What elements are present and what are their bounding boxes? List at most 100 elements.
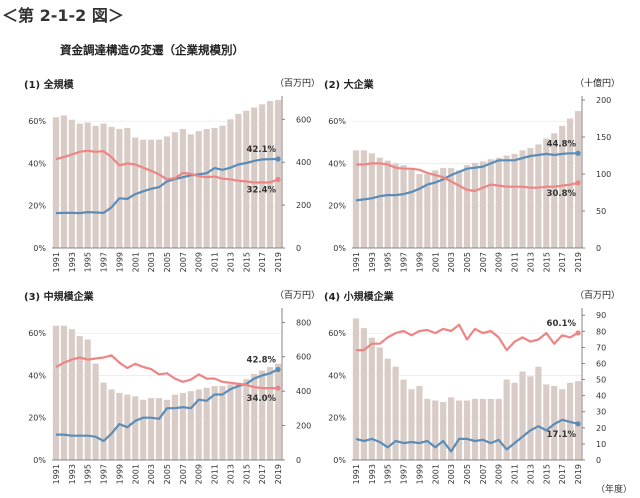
bar <box>132 396 139 460</box>
bar <box>84 122 91 248</box>
x-axis-tick-label: 2003 <box>147 252 156 272</box>
x-axis-tick-label: 2001 <box>131 252 140 272</box>
bar <box>92 125 99 248</box>
bar <box>511 154 518 248</box>
bar <box>471 398 479 460</box>
bar <box>227 119 234 248</box>
right-axis-tick-label: 100 <box>596 170 611 179</box>
bar <box>60 325 67 460</box>
x-axis-tick-label: 2013 <box>526 464 535 484</box>
left-axis-tick-label: 60% <box>328 117 346 126</box>
end-value-label: 42.1% <box>247 145 277 155</box>
bar <box>487 398 494 460</box>
bar <box>227 384 234 460</box>
bar <box>100 382 107 460</box>
x-axis-tick-label: 1997 <box>400 464 409 484</box>
bar <box>179 128 186 248</box>
bar <box>535 366 542 460</box>
right-axis-tick-label: 50 <box>596 207 606 216</box>
chart-svg: 0% 20% 40% 60% 0 50 100 150 200 1991 1993 1995 1997 1… <box>328 96 611 272</box>
bar <box>179 392 186 460</box>
bar <box>243 379 250 460</box>
bar <box>68 119 75 248</box>
x-axis-tick-label: 2013 <box>226 464 235 484</box>
x-axis-tick-label: 2011 <box>211 252 220 272</box>
bar <box>424 398 431 460</box>
bar <box>479 398 486 460</box>
series-end-point-red <box>575 180 581 186</box>
bar <box>211 127 218 248</box>
right-axis-tick-label: 600 <box>296 353 311 362</box>
x-axis-tick-label: 2001 <box>431 252 440 272</box>
bar <box>392 163 399 248</box>
series-end-point-red <box>275 385 281 391</box>
bar <box>440 402 447 460</box>
unit-label: （百万円） <box>274 79 320 89</box>
bar <box>52 117 60 248</box>
series-end-point-red <box>575 330 581 336</box>
bar <box>360 328 367 460</box>
bar <box>52 325 60 460</box>
series-end-point-blue <box>575 421 581 427</box>
bar <box>251 373 258 460</box>
x-axis-tick-label: 1995 <box>84 464 93 484</box>
bar <box>352 318 360 460</box>
bar <box>68 329 75 460</box>
bar <box>219 125 226 248</box>
bar <box>140 399 147 460</box>
bar <box>574 111 582 248</box>
bar <box>251 107 258 248</box>
x-axis-tick-label: 2009 <box>195 464 204 484</box>
bar <box>463 165 471 248</box>
right-axis-tick-label: 600 <box>296 115 311 124</box>
series-line-blue <box>355 152 578 202</box>
panel-title: (3) 中規模企業 <box>24 292 94 303</box>
x-axis-tick-label: 1991 <box>52 252 61 272</box>
right-axis-tick-label: 60 <box>596 359 606 368</box>
x-axis-tick-label: 2015 <box>542 464 551 484</box>
bar <box>108 389 115 460</box>
bar <box>503 155 510 248</box>
bar <box>519 371 526 460</box>
x-axis-tick-label: 1993 <box>68 464 77 484</box>
bar <box>551 133 558 248</box>
chart-panel-medium-enterprises: (3) 中規模企業 （百万円） 0% 20% 40% 60% 0 200 400 600 800… <box>20 288 320 488</box>
x-axis-tick-label: 2005 <box>463 252 472 272</box>
x-axis-tick-label: 1993 <box>368 252 377 272</box>
bar <box>424 174 431 248</box>
x-axis-tick-label: 1997 <box>100 464 109 484</box>
bar <box>527 148 534 248</box>
series-end-point-blue <box>275 366 281 373</box>
x-axis-tick-label: 2007 <box>479 464 488 484</box>
x-axis-tick-label: 2017 <box>258 464 267 484</box>
right-axis-tick-label: 800 <box>296 318 311 327</box>
x-axis-tick-label: 2007 <box>479 252 488 272</box>
x-axis-tick-label: 2011 <box>511 464 520 484</box>
x-axis-tick-label: 1995 <box>84 252 93 272</box>
left-axis-tick-label: 0% <box>33 456 46 465</box>
x-axis-tick-label: 2011 <box>511 252 520 272</box>
year-unit-label: （年度） <box>596 485 633 495</box>
x-axis-tick-label: 1999 <box>115 464 124 484</box>
x-axis-tick-label: 2003 <box>147 464 156 484</box>
x-axis-tick-label: 2007 <box>179 252 188 272</box>
bar <box>108 126 115 248</box>
chart-svg: 0% 20% 40% 60% 0 200 400 600 800 1991 1993 1995 1997… <box>28 308 311 484</box>
series-end-point-blue <box>275 156 281 162</box>
x-axis-tick-label: 2013 <box>226 252 235 272</box>
right-axis-tick-label: 200 <box>296 201 311 210</box>
bar <box>448 168 455 248</box>
x-axis-tick-label: 1991 <box>352 464 361 484</box>
x-axis-tick-label: 2005 <box>163 252 172 272</box>
bar <box>274 363 282 460</box>
x-axis-tick-label: 2009 <box>195 252 204 272</box>
x-axis-tick-label: 2015 <box>542 252 551 272</box>
x-axis-tick-label: 1991 <box>352 252 361 272</box>
bar <box>124 127 131 248</box>
series-line-blue <box>355 418 579 453</box>
right-axis-tick-label: 30 <box>596 408 606 417</box>
bar <box>274 100 282 248</box>
bar <box>163 399 171 460</box>
bar <box>567 118 574 248</box>
x-axis-tick-label: 2011 <box>211 464 220 484</box>
